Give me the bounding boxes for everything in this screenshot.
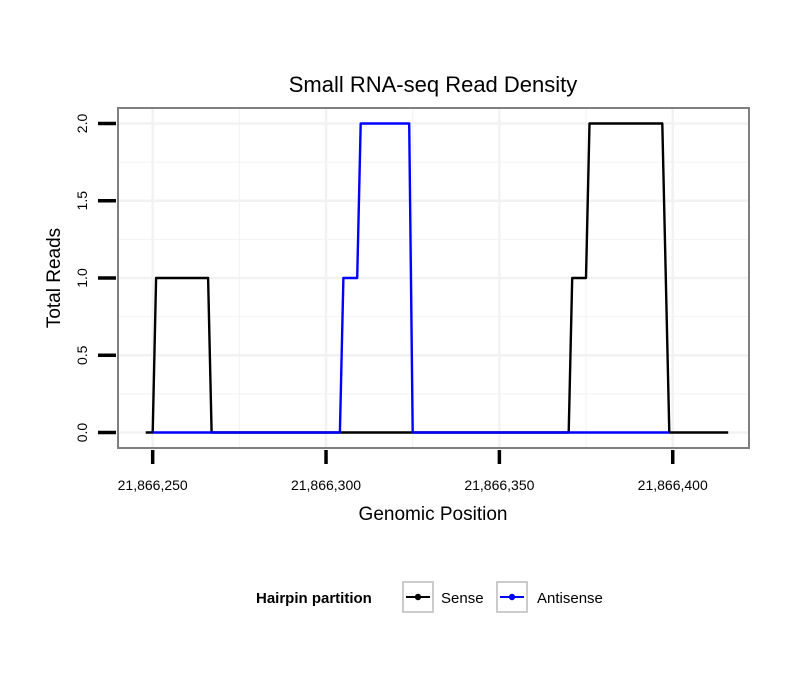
plot-frame (117, 107, 750, 449)
x-axis-title: Genomic Position (359, 504, 508, 525)
x-tick-label: 21,866,300 (291, 477, 361, 493)
x-tick-label: 21,866,350 (464, 477, 534, 493)
legend-item-antisense[interactable]: Antisense (496, 581, 603, 613)
legend-label-antisense: Antisense (537, 590, 603, 607)
legend-label-sense: Sense (441, 590, 484, 607)
x-tick-label: 21,866,400 (638, 477, 708, 493)
series-line-antisense (152, 122, 670, 434)
y-tick-label: 0.0 (74, 423, 90, 443)
legend-title: Hairpin partition (256, 590, 372, 607)
chart-title: Small RNA-seq Read Density (289, 72, 578, 97)
y-axis-title: Total Reads (44, 228, 65, 328)
legend-point-antisense (508, 593, 516, 601)
y-tick-label: 2.0 (74, 114, 90, 134)
series-layer (145, 122, 729, 434)
legend-item-sense[interactable]: Sense (402, 581, 484, 613)
x-tick-label: 21,866,250 (118, 477, 188, 493)
legend-point-sense (414, 593, 422, 601)
y-tick-label: 1.0 (74, 268, 90, 288)
y-axis: 0.0 0.5 1.0 1.5 2.0 (74, 114, 116, 443)
legend: Hairpin partition Sense Antisense (256, 581, 603, 613)
y-tick-label: 1.5 (74, 191, 90, 211)
x-axis: 21,866,250 21,866,300 21,866,350 21,866,400 (118, 450, 708, 493)
y-tick-label: 0.5 (74, 345, 90, 365)
grid (118, 108, 749, 448)
